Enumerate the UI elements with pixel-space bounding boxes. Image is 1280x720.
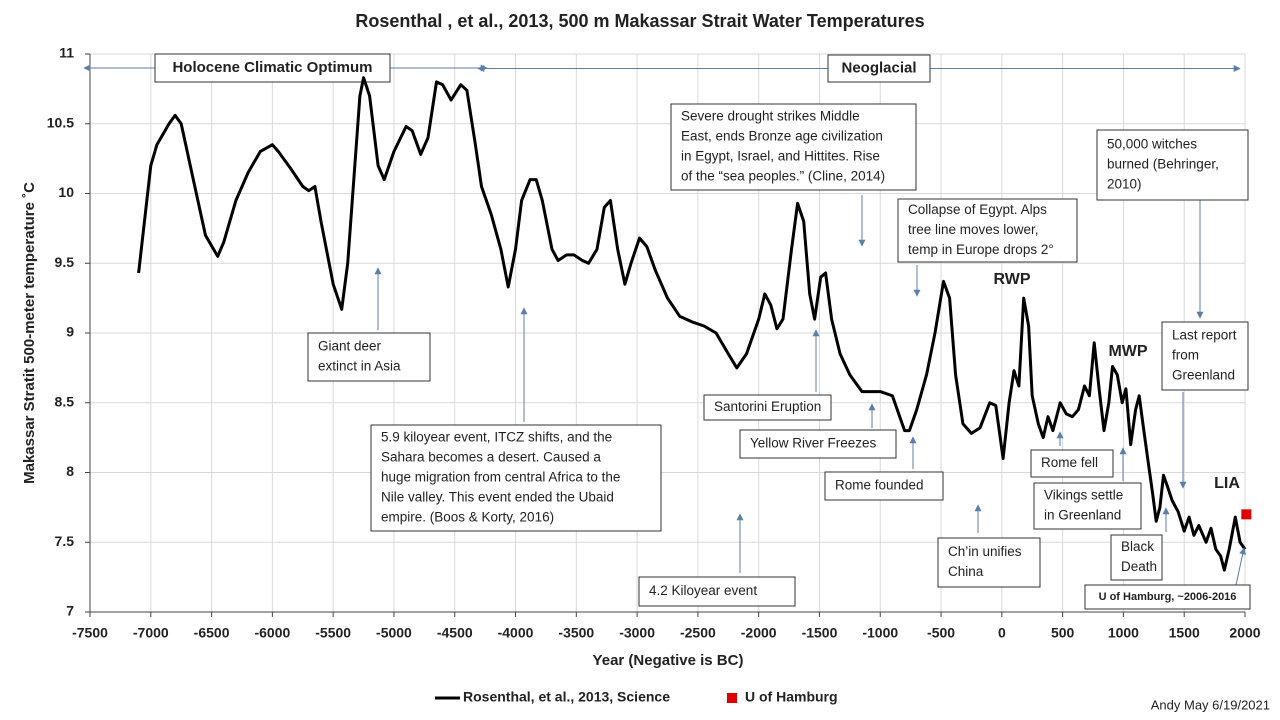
y-axis-title: Makassar Stratit 500-meter temperature ˚… <box>21 182 38 484</box>
annotation-box <box>1110 534 1163 581</box>
annotation-text: Greenland <box>1172 368 1235 383</box>
annotation-text: Yellow River Freezes <box>750 436 877 451</box>
annotation-arrow <box>1235 547 1247 586</box>
annotation-box <box>937 537 1041 588</box>
y-tick-label: 9 <box>66 324 74 340</box>
annotation-box <box>638 576 796 607</box>
annotation-text: Severe drought strikes Middle <box>681 109 860 124</box>
y-tick-label: 10 <box>58 184 74 200</box>
annotation-box <box>897 198 1078 263</box>
x-tick-label: -6500 <box>194 625 230 641</box>
annotation-text: U of Hamburg, ~2006-2016 <box>1099 591 1237 603</box>
annotation-text: burned (Behringer, <box>1107 157 1219 172</box>
annotation-text: extinct in Asia <box>318 359 401 374</box>
annotation-text: temp in Europe drops 2° <box>908 242 1054 257</box>
annotation-text: in Greenland <box>1044 508 1121 523</box>
annotation-box <box>1096 129 1249 201</box>
chart-title: Rosenthal , et al., 2013, 500 m Makassar… <box>355 11 924 31</box>
x-tick-label: 1500 <box>1169 625 1200 641</box>
x-tick-label: -500 <box>927 625 955 641</box>
annotation-box <box>1161 321 1249 391</box>
annotation-text: Sahara becomes a desert. Caused a <box>381 450 601 465</box>
y-tick-label: 8 <box>66 463 74 479</box>
x-tick-label: -7500 <box>72 625 108 641</box>
annotation-text: 5.9 kiloyear event, ITCZ shifts, and the <box>381 430 612 445</box>
annotation-box <box>703 394 832 421</box>
annotation-text: Ch’in unifies <box>948 544 1022 559</box>
y-tick-label: 11 <box>59 45 74 61</box>
annotation-text: empire. (Boos & Korty, 2016) <box>381 510 554 525</box>
era-box <box>827 54 931 83</box>
x-tick-label: -5500 <box>315 625 351 641</box>
x-tick-label: -6000 <box>254 625 290 641</box>
annotation-text: Vikings settle <box>1044 488 1123 503</box>
annotation-text: Santorini Eruption <box>714 399 821 414</box>
x-tick-label: 1000 <box>1108 625 1139 641</box>
annotation-text: 2010) <box>1107 177 1142 192</box>
x-tick-label: -5000 <box>376 625 412 641</box>
annotation-text: China <box>948 564 984 579</box>
annotation-text: Collapse of Egypt. Alps <box>908 202 1047 217</box>
annotation-text: East, ends Bronze age civilization <box>681 129 883 144</box>
annotation-box <box>1030 449 1114 478</box>
annotation-text: Giant deer <box>318 339 382 354</box>
legend-label: Rosenthal, et al., 2013, Science <box>463 689 670 705</box>
annotation-box <box>370 424 662 532</box>
annotation-box <box>1033 482 1142 530</box>
annotation-box <box>1084 584 1251 610</box>
x-tick-label: -1000 <box>862 625 898 641</box>
x-tick-label: -4500 <box>437 625 473 641</box>
annotation-box <box>670 103 917 191</box>
annotation-text: huge migration from central Africa to th… <box>381 470 620 485</box>
annotation-text: in Egypt, Israel, and Hittites. Rise <box>681 149 880 164</box>
credit: Andy May 6/19/2021 <box>1151 697 1270 712</box>
y-tick-label: 10.5 <box>47 114 74 130</box>
annotation-text: of the “sea peoples.” (Cline, 2014) <box>681 169 885 184</box>
annotation-text: Black <box>1121 539 1154 554</box>
annotation-box <box>739 429 897 459</box>
y-tick-label: 8.5 <box>55 393 75 409</box>
x-tick-label: -4000 <box>498 625 534 641</box>
annotation-box <box>824 471 944 501</box>
legend-swatch <box>727 693 737 703</box>
annotation-text: Death <box>1121 559 1157 574</box>
period-label: LIA <box>1214 475 1240 492</box>
period-label: MWP <box>1108 343 1147 360</box>
annotation-text: tree line moves lower, <box>908 222 1039 237</box>
data-line <box>137 76 1247 572</box>
y-tick-label: 9.5 <box>55 254 75 270</box>
x-tick-label: -1500 <box>802 625 838 641</box>
era-label: Holocene Climatic Optimum <box>172 59 372 76</box>
x-tick-label: -3000 <box>619 625 655 641</box>
x-tick-label: 0 <box>998 625 1006 641</box>
x-tick-label: -2500 <box>680 625 716 641</box>
x-tick-label: -3500 <box>558 625 594 641</box>
x-tick-label: 500 <box>1051 625 1075 641</box>
period-label: RWP <box>993 271 1030 288</box>
annotation-text: Nile valley. This event ended the Ubaid <box>381 490 614 505</box>
annotation-text: Rome founded <box>835 478 924 493</box>
x-tick-label: -7000 <box>133 625 169 641</box>
annotation-text: from <box>1172 348 1199 363</box>
x-tick-label: 2000 <box>1229 625 1260 641</box>
annotation-box <box>307 332 431 382</box>
annotation-text: Rome fell <box>1041 455 1098 470</box>
x-axis-title: Year (Negative is BC) <box>593 652 744 669</box>
annotation-text: 4.2 Kiloyear event <box>649 583 757 598</box>
era-box <box>154 53 391 83</box>
legend-label: U of Hamburg <box>745 689 838 705</box>
y-tick-label: 7 <box>66 603 74 619</box>
era-label: Neoglacial <box>841 59 916 76</box>
x-tick-label: -2000 <box>741 625 777 641</box>
data-point <box>1241 509 1252 520</box>
annotation-text: Last report <box>1172 328 1237 343</box>
y-tick-label: 7.5 <box>55 533 75 549</box>
annotation-text: 50,000 witches <box>1107 137 1197 152</box>
